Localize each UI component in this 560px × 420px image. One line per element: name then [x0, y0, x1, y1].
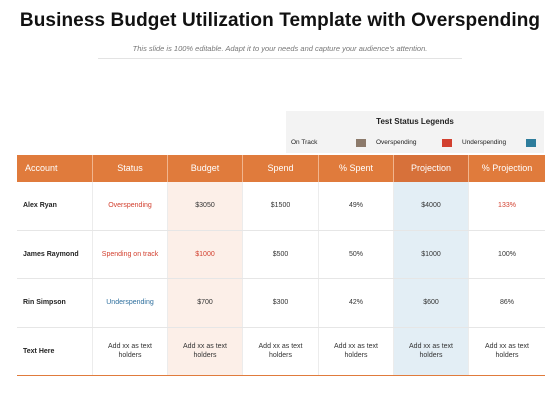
table-row: Text Here Add xx as text holders Add xx …: [17, 327, 545, 376]
cell-projection: $1000: [394, 230, 469, 278]
cell-budget: Add xx as text holders: [168, 327, 243, 375]
cell-projection: $4000: [394, 182, 469, 230]
legend-swatch-overspending: [442, 139, 452, 147]
cell-pct-spent: Add xx as text holders: [319, 327, 394, 375]
page-title: Business Budget Utilization Template wit…: [19, 10, 541, 31]
page-subtitle: This slide is 100% editable. Adapt it to…: [132, 44, 428, 53]
legend-label-underspending: Underspending: [462, 139, 507, 146]
legend-title: Test Status Legends: [376, 117, 454, 126]
cell-spend: $300: [243, 279, 319, 327]
table-row: James Raymond Spending on track $1000 $5…: [17, 230, 545, 279]
header-status: Status: [93, 155, 168, 182]
cell-spend: Add xx as text holders: [243, 327, 319, 375]
table-row: Rin Simpson Underspending $700 $300 42% …: [17, 279, 545, 328]
cell-budget: $700: [168, 279, 243, 327]
cell-projection: Add xx as text holders: [394, 327, 469, 375]
legend-label-overspending: Overspending: [376, 139, 417, 146]
legend-swatch-on-track: [356, 139, 366, 147]
cell-account: Rin Simpson: [17, 279, 93, 327]
status-legend: Test Status Legends On Track Overspendin…: [286, 111, 544, 153]
table-header: Account Status Budget Spend % Spent Proj…: [17, 155, 545, 182]
legend-items: On Track Overspending Underspending: [286, 138, 544, 148]
cell-pct-spent: 49%: [319, 182, 394, 230]
cell-account: James Raymond: [17, 230, 93, 278]
cell-pct-spent: 50%: [319, 230, 394, 278]
cell-pct-projection: Add xx as text holders: [485, 343, 529, 360]
subtitle-divider: [98, 58, 462, 59]
cell-pct-projection: 86%: [499, 299, 514, 307]
table-row: Alex Ryan Overspending $3050 $1500 49% $…: [17, 182, 545, 231]
budget-table: Account Status Budget Spend % Spent Proj…: [17, 155, 545, 376]
cell-account: Text Here: [17, 327, 93, 375]
header-spend: Spend: [243, 155, 319, 182]
cell-account: Alex Ryan: [17, 182, 93, 230]
cell-pct-projection: 133%: [498, 202, 516, 210]
cell-projection: $600: [394, 279, 469, 327]
cell-pct-spent: 42%: [319, 279, 394, 327]
header-account: Account: [17, 155, 93, 182]
cell-status: Underspending: [93, 279, 168, 327]
cell-status: Add xx as text holders: [93, 327, 168, 375]
header-projection: Projection: [394, 155, 469, 182]
cell-status: Spending on track: [93, 230, 168, 278]
header-budget: Budget: [168, 155, 243, 182]
cell-spend: $1500: [243, 182, 319, 230]
cell-spend: $500: [243, 230, 319, 278]
cell-budget: $1000: [168, 230, 243, 278]
legend-swatch-underspending: [526, 139, 536, 147]
cell-budget: $3050: [168, 182, 243, 230]
header-pct-projection: % Projection: [481, 163, 533, 173]
table-body: Alex Ryan Overspending $3050 $1500 49% $…: [17, 182, 545, 376]
cell-status: Overspending: [93, 182, 168, 230]
cell-pct-projection: 100%: [498, 250, 516, 258]
legend-label-on-track: On Track: [291, 139, 318, 146]
header-pct-spent: % Spent: [319, 155, 394, 182]
